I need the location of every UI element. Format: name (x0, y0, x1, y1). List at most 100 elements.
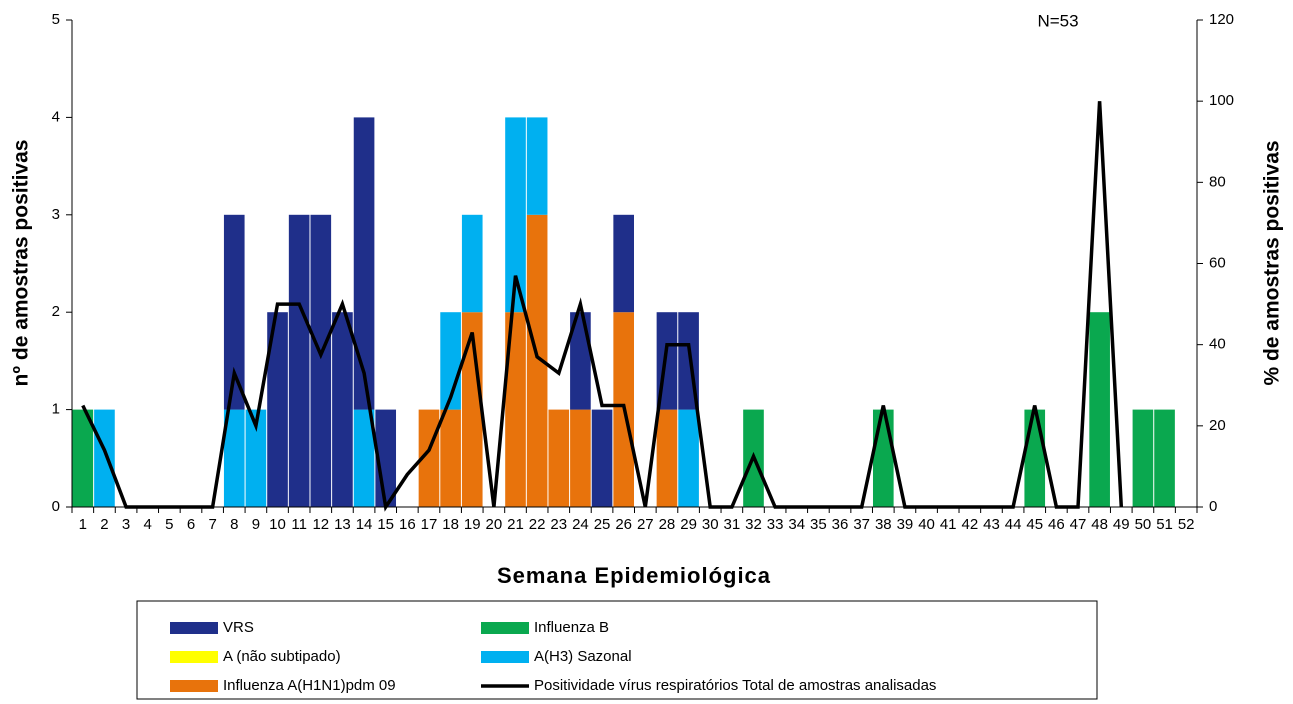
x-tick-label: 4 (144, 516, 152, 533)
y2-tick-label: 0 (1209, 498, 1217, 515)
x-tick-label: 1 (79, 516, 87, 533)
bar (267, 312, 288, 507)
bar (570, 409, 591, 507)
x-tick-label: 23 (550, 516, 567, 533)
bar (1154, 409, 1175, 507)
bar (223, 409, 245, 507)
bar (461, 214, 483, 313)
y-tick-label: 5 (52, 11, 60, 28)
x-tick-label: 50 (1135, 516, 1152, 533)
y2-tick-label: 60 (1209, 254, 1226, 271)
y2-tick-label: 80 (1209, 173, 1226, 190)
x-tick-label: 44 (1005, 516, 1022, 533)
y2-tick-label: 120 (1209, 11, 1234, 28)
x-tick-label: 27 (637, 516, 654, 533)
x-tick-label: 34 (788, 516, 805, 533)
bar (505, 117, 526, 313)
x-tick-label: 24 (572, 516, 589, 533)
bar (332, 312, 353, 507)
y-tick-label: 4 (52, 108, 60, 125)
bar (440, 409, 461, 507)
legend-swatch (170, 651, 218, 663)
bar (656, 409, 678, 507)
x-tick-label: 35 (810, 516, 827, 533)
x-tick-label: 31 (724, 516, 741, 533)
x-tick-label: 42 (961, 516, 978, 533)
y2-tick-label: 40 (1209, 336, 1226, 353)
x-tick-label: 46 (1048, 516, 1065, 533)
x-tick-label: 14 (356, 516, 373, 533)
x-tick-label: 47 (1070, 516, 1087, 533)
bar (526, 214, 548, 508)
x-tick-label: 12 (312, 516, 329, 533)
x-tick-label: 13 (334, 516, 351, 533)
x-tick-label: 36 (832, 516, 849, 533)
legend-box (136, 600, 1098, 700)
bar (288, 214, 310, 508)
x-tick-label: 3 (122, 516, 130, 533)
bar (678, 409, 699, 507)
x-tick-label: 41 (940, 516, 957, 533)
legend-label: A (não subtipado) (223, 648, 341, 665)
x-tick-label: 28 (659, 516, 676, 533)
x-tick-label: 20 (486, 516, 503, 533)
bar (353, 409, 375, 507)
bar (872, 409, 894, 507)
bar (613, 214, 634, 313)
bar (1024, 409, 1046, 507)
x-tick-label: 11 (291, 516, 307, 533)
legend-swatch (170, 680, 218, 692)
x-tick-label: 49 (1113, 516, 1130, 533)
bar (526, 117, 548, 215)
legend-swatch (481, 651, 529, 663)
x-tick-label: 39 (897, 516, 914, 533)
x-tick-label: 18 (442, 516, 459, 533)
legend-label: A(H3) Sazonal (534, 648, 632, 665)
legend-label: Influenza A(H1N1)pdm 09 (223, 677, 396, 694)
legend-label: VRS (223, 619, 254, 636)
x-tick-label: 48 (1091, 516, 1108, 533)
x-tick-label: 21 (507, 516, 524, 533)
x-tick-label: 38 (875, 516, 892, 533)
bar (94, 409, 115, 507)
y2-tick-label: 100 (1209, 92, 1234, 109)
y2-tick-label: 20 (1209, 417, 1226, 434)
x-tick-label: 9 (252, 516, 260, 533)
bar (591, 409, 613, 507)
y-axis-title: nº de amostras positivas (10, 140, 33, 387)
y-tick-label: 2 (52, 303, 60, 320)
x-tick-label: 17 (421, 516, 438, 533)
bar (353, 117, 375, 410)
annotation: N=53 (1037, 11, 1078, 30)
x-tick-label: 25 (594, 516, 611, 533)
x-tick-label: 30 (702, 516, 719, 533)
y-tick-label: 3 (52, 206, 60, 223)
x-tick-label: 32 (745, 516, 762, 533)
x-tick-label: 52 (1178, 516, 1195, 533)
x-tick-label: 22 (529, 516, 546, 533)
y-tick-label: 1 (52, 401, 60, 418)
x-tick-label: 6 (187, 516, 195, 533)
y2-axis-title: % de amostras positivas (1261, 140, 1284, 385)
x-tick-label: 40 (918, 516, 935, 533)
x-tick-label: 10 (269, 516, 286, 533)
bar (223, 214, 245, 410)
bar (505, 312, 526, 507)
x-tick-label: 2 (100, 516, 108, 533)
bar (1132, 409, 1154, 507)
x-tick-label: 29 (680, 516, 697, 533)
x-tick-label: 19 (464, 516, 481, 533)
x-tick-label: 33 (767, 516, 784, 533)
bar (310, 214, 332, 508)
x-tick-label: 26 (615, 516, 632, 533)
bar (72, 409, 94, 507)
x-tick-label: 43 (983, 516, 1000, 533)
legend-label: Influenza B (534, 619, 609, 636)
x-tick-label: 45 (1026, 516, 1043, 533)
x-axis-title: Semana Epidemiológica (497, 563, 771, 588)
legend-swatch (170, 622, 218, 634)
x-tick-label: 37 (853, 516, 870, 533)
bar (1089, 312, 1110, 507)
x-tick-label: 51 (1156, 516, 1173, 533)
